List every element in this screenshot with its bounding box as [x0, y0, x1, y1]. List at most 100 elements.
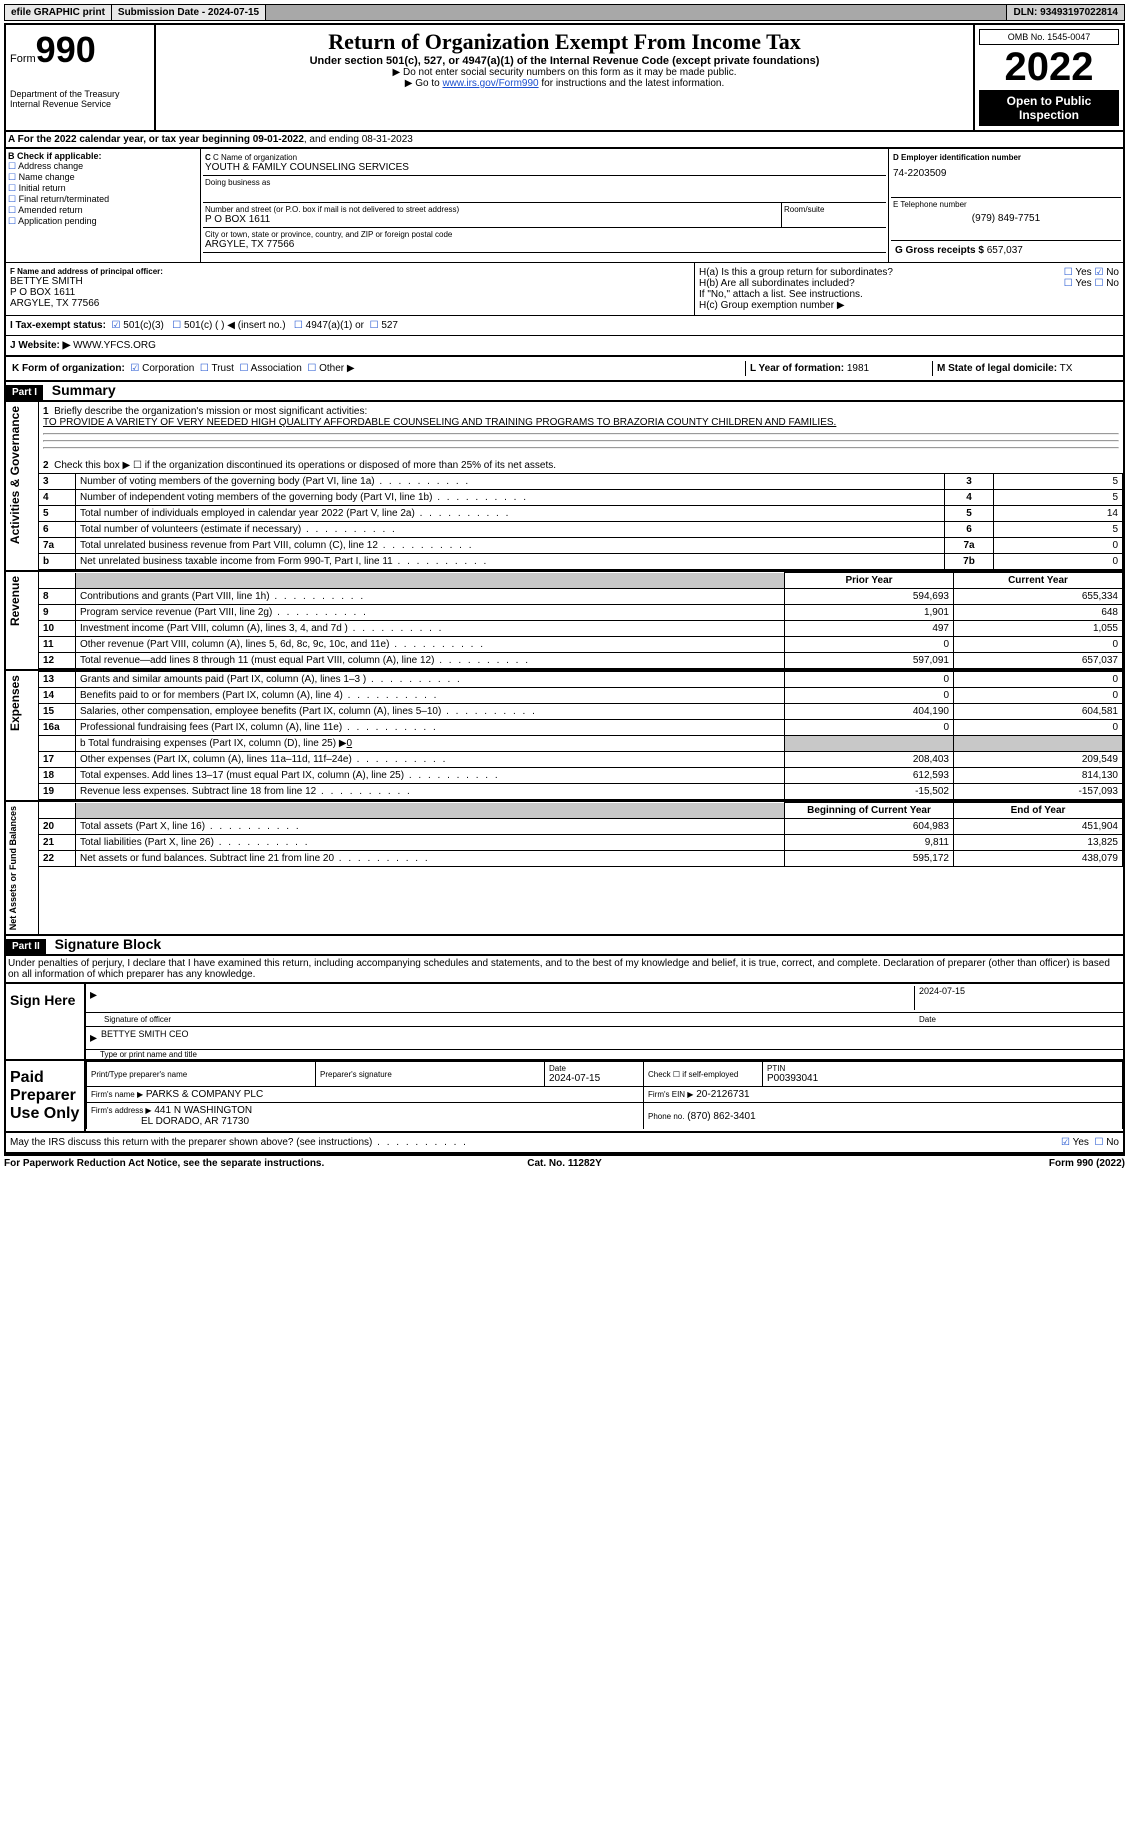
org-name: YOUTH & FAMILY COUNSELING SERVICES — [205, 162, 884, 173]
irs-label: Internal Revenue Service — [10, 99, 150, 109]
discuss-text: May the IRS discuss this return with the… — [10, 1137, 1061, 1148]
irs-link[interactable]: www.irs.gov/Form990 — [442, 78, 538, 89]
gross-receipts: G Gross receipts $ 657,037 — [891, 241, 1121, 260]
dept-treasury: Department of the Treasury — [10, 89, 150, 99]
period-row: A For the 2022 calendar year, or tax yea… — [4, 132, 1125, 149]
form-label: Form — [10, 53, 36, 65]
part2-header: Part II Signature Block — [4, 936, 1125, 954]
cb-initial-return[interactable]: Initial return — [8, 183, 198, 194]
ha-no[interactable]: No — [1094, 267, 1119, 278]
cb-assoc[interactable]: Association — [239, 363, 301, 374]
data-row: 11Other revenue (Part VIII, column (A), … — [39, 637, 1123, 653]
side-revenue: Revenue — [6, 572, 24, 630]
tax-status-row: I Tax-exempt status: 501(c)(3) 501(c) ( … — [4, 316, 1125, 336]
dln: DLN: 93493197022814 — [1007, 5, 1124, 20]
firm-addr1: 441 N WASHINGTON — [154, 1105, 252, 1116]
website: WWW.YFCS.ORG — [73, 340, 156, 351]
data-row: 21Total liabilities (Part X, line 26)9,8… — [39, 835, 1123, 851]
city-field: City or town, state or province, country… — [203, 228, 886, 253]
data-row: 13Grants and similar amounts paid (Part … — [39, 672, 1123, 688]
sign-here-label: Sign Here — [6, 984, 86, 1059]
gov-row: 7aTotal unrelated business revenue from … — [39, 538, 1123, 554]
hdr-end: End of Year — [954, 803, 1123, 819]
side-activities: Activities & Governance — [6, 402, 24, 548]
discuss-row: May the IRS discuss this return with the… — [4, 1133, 1125, 1154]
city: ARGYLE, TX 77566 — [205, 239, 884, 250]
data-row: 20Total assets (Part X, line 16)604,9834… — [39, 819, 1123, 835]
m-label: M State of legal domicile: — [937, 363, 1057, 374]
gov-row: bNet unrelated business taxable income f… — [39, 554, 1123, 570]
arrow-icon-2 — [90, 1029, 97, 1047]
expenses-table: 13Grants and similar amounts paid (Part … — [39, 671, 1123, 800]
cb-trust[interactable]: Trust — [200, 363, 234, 374]
m-val: TX — [1060, 363, 1073, 374]
hdr-beginning: Beginning of Current Year — [785, 803, 954, 819]
gov-row: 6Total number of volunteers (estimate if… — [39, 522, 1123, 538]
note-ssn: ▶ Do not enter social security numbers o… — [160, 67, 969, 78]
form-title: Return of Organization Exempt From Incom… — [160, 29, 969, 55]
hb-yes[interactable]: Yes — [1064, 278, 1092, 289]
side-net: Net Assets or Fund Balances — [6, 802, 20, 934]
col-d-ein: D Employer identification number 74-2203… — [888, 149, 1123, 262]
efile-print-btn[interactable]: efile GRAPHIC print — [5, 5, 112, 20]
cb-501c3[interactable]: 501(c)(3) — [112, 320, 164, 331]
mission-block: 1 Briefly describe the organization's mi… — [39, 402, 1123, 458]
part2-title: Signature Block — [49, 936, 162, 952]
cb-amended[interactable]: Amended return — [8, 205, 198, 216]
firm-ein: 20-2126731 — [696, 1089, 749, 1100]
data-row: 22Net assets or fund balances. Subtract … — [39, 851, 1123, 867]
form-subtitle: Under section 501(c), 527, or 4947(a)(1)… — [160, 55, 969, 67]
cb-address-change[interactable]: Address change — [8, 161, 198, 172]
phone: (979) 849-7751 — [893, 209, 1119, 224]
addr: P O BOX 1611 — [205, 214, 779, 225]
line-16b: b Total fundraising expenses (Part IX, c… — [39, 736, 1123, 752]
hc-label: H(c) Group exemption number ▶ — [699, 300, 1119, 311]
cb-501c[interactable]: 501(c) ( ) ◀ (insert no.) — [172, 320, 285, 331]
gov-row: 3Number of voting members of the governi… — [39, 474, 1123, 490]
net-section: Net Assets or Fund Balances Beginning of… — [4, 802, 1125, 936]
discuss-no[interactable]: No — [1094, 1137, 1119, 1148]
cb-4947[interactable]: 4947(a)(1) or — [294, 320, 364, 331]
ha-label: H(a) Is this a group return for subordin… — [699, 267, 1064, 278]
cb-final-return[interactable]: Final return/terminated — [8, 194, 198, 205]
j-label: J Website: ▶ — [10, 340, 70, 351]
cb-name-change[interactable]: Name change — [8, 172, 198, 183]
paid-preparer-block: Paid Preparer Use Only Print/Type prepar… — [4, 1061, 1125, 1133]
data-row: 19Revenue less expenses. Subtract line 1… — [39, 784, 1123, 800]
data-row: 16aProfessional fundraising fees (Part I… — [39, 720, 1123, 736]
footer: For Paperwork Reduction Act Notice, see … — [4, 1154, 1125, 1169]
revenue-section: Revenue Prior Year Current Year 8Contrib… — [4, 572, 1125, 671]
topbar-spacer — [266, 5, 1007, 20]
col-c-org: C C Name of organization YOUTH & FAMILY … — [201, 149, 888, 262]
room-field: Room/suite — [781, 203, 886, 228]
l-label: L Year of formation: — [750, 363, 844, 374]
form-number-box: Form990 Department of the Treasury Inter… — [6, 25, 156, 130]
cb-other[interactable]: Other ▶ — [307, 363, 354, 374]
officer-addr2: ARGYLE, TX 77566 — [10, 298, 690, 309]
discuss-yes[interactable]: Yes — [1061, 1137, 1089, 1148]
hdr-current: Current Year — [954, 573, 1123, 589]
revenue-table: Prior Year Current Year 8Contributions a… — [39, 572, 1123, 669]
data-row: 8Contributions and grants (Part VIII, li… — [39, 589, 1123, 605]
cb-corp[interactable]: Corporation — [130, 363, 194, 374]
hdr-prior: Prior Year — [785, 573, 954, 589]
ptin: P00393041 — [767, 1073, 1118, 1084]
submission-date: Submission Date - 2024-07-15 — [112, 5, 266, 20]
b-label: B Check if applicable: — [8, 151, 102, 161]
firm-name: PARKS & COMPANY PLC — [146, 1089, 263, 1100]
firm-phone: (870) 862-3401 — [687, 1111, 755, 1122]
sig-name: BETTYE SMITH CEO — [97, 1029, 189, 1047]
officer-box: F Name and address of principal officer:… — [6, 263, 695, 315]
mission-text: TO PROVIDE A VARIETY OF VERY NEEDED HIGH… — [43, 417, 836, 428]
hb-no[interactable]: No — [1094, 278, 1119, 289]
website-row: J Website: ▶ WWW.YFCS.ORG — [4, 336, 1125, 357]
ha-yes[interactable]: Yes — [1064, 267, 1092, 278]
open-public: Open to Public Inspection — [979, 90, 1119, 126]
klm-row: K Form of organization: Corporation Trus… — [4, 357, 1125, 382]
penalty-text: Under penalties of perjury, I declare th… — [4, 954, 1125, 982]
sig-officer-lbl: Signature of officer — [90, 1015, 919, 1024]
cb-527[interactable]: 527 — [370, 320, 398, 331]
check-self[interactable]: Check ☐ if self-employed — [648, 1070, 758, 1079]
cb-app-pending[interactable]: Application pending — [8, 216, 198, 227]
cat-no: Cat. No. 11282Y — [378, 1158, 752, 1169]
